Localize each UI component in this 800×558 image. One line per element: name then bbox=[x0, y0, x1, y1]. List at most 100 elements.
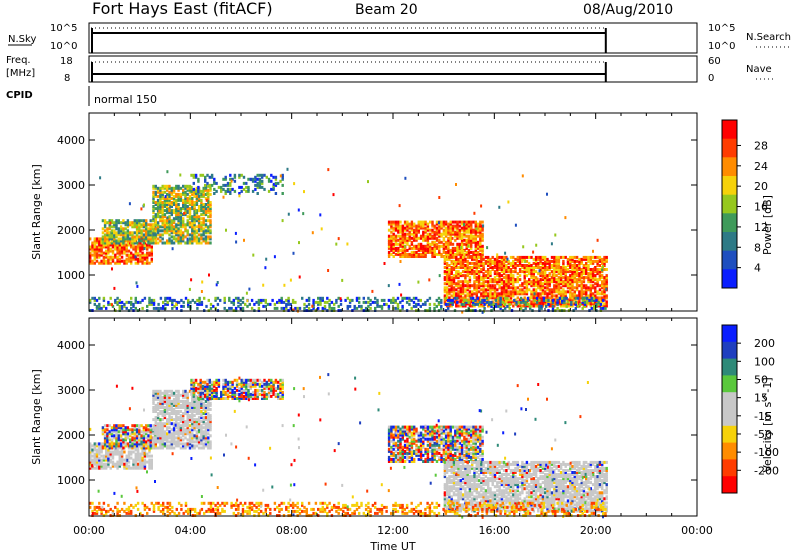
echo-cell bbox=[583, 256, 585, 259]
echo-cell bbox=[464, 258, 466, 261]
echo-cell bbox=[393, 255, 395, 258]
echo-cell bbox=[420, 305, 422, 308]
echo-cell bbox=[126, 254, 128, 257]
echo-cell bbox=[171, 390, 173, 393]
echo-cell bbox=[217, 297, 219, 300]
echo-cell bbox=[567, 276, 569, 279]
echo-cell bbox=[599, 264, 601, 267]
echo-cell bbox=[184, 436, 186, 439]
echo-cell bbox=[470, 251, 472, 254]
echo-cell bbox=[157, 242, 159, 245]
echo-cell bbox=[444, 256, 446, 259]
echo-cell bbox=[413, 301, 415, 304]
echo-cell bbox=[187, 438, 189, 441]
echo-cell bbox=[599, 296, 601, 299]
echo-cell bbox=[103, 256, 105, 259]
echo-cell bbox=[143, 233, 145, 236]
echo-cell bbox=[603, 302, 605, 305]
echo-cell bbox=[317, 301, 319, 304]
echo-cell bbox=[132, 303, 134, 306]
echo-cell bbox=[197, 186, 199, 189]
echo-cell bbox=[177, 410, 179, 413]
echo-cell bbox=[116, 461, 118, 464]
echo-cell bbox=[603, 256, 605, 259]
echo-cell bbox=[140, 207, 142, 210]
echo-cell bbox=[344, 299, 346, 302]
echo-cell bbox=[413, 245, 415, 248]
echo-cell bbox=[457, 280, 459, 283]
echo-cell bbox=[143, 242, 145, 245]
echo-cell bbox=[558, 276, 560, 279]
echo-cell bbox=[434, 231, 436, 234]
echo-cell bbox=[575, 307, 577, 310]
echo-cell bbox=[147, 424, 149, 427]
echo-cell bbox=[592, 260, 594, 263]
echo-cell bbox=[463, 239, 465, 242]
echo-cell bbox=[247, 178, 249, 181]
echo-cell bbox=[187, 392, 189, 395]
echo-cell bbox=[157, 303, 159, 306]
echo-cell bbox=[200, 233, 202, 236]
echo-cell bbox=[606, 268, 608, 271]
echo-cell bbox=[596, 278, 598, 281]
echo-cell bbox=[494, 276, 496, 279]
echo-cell bbox=[180, 410, 182, 413]
echo-cell bbox=[189, 402, 191, 405]
echo-cell bbox=[214, 297, 216, 300]
echo-cell bbox=[451, 294, 453, 297]
echo-cell bbox=[547, 303, 549, 306]
echo-cell bbox=[111, 426, 113, 429]
echo-cell bbox=[155, 390, 157, 393]
echo-cell bbox=[114, 463, 116, 466]
colorbar-tick-label: 24 bbox=[754, 160, 768, 173]
nsky-series bbox=[91, 28, 606, 53]
echo-cell bbox=[132, 459, 134, 462]
echo-cell bbox=[96, 305, 98, 308]
echo-cell bbox=[381, 305, 383, 308]
echo-cell bbox=[512, 260, 514, 263]
echo-cell bbox=[187, 185, 189, 188]
echo-cell bbox=[606, 294, 608, 297]
echo-cell bbox=[411, 299, 413, 302]
echo-cell bbox=[567, 268, 569, 271]
echo-cell bbox=[165, 195, 167, 198]
echo-cell bbox=[606, 300, 608, 303]
echo-cell bbox=[553, 294, 555, 297]
echo-cell bbox=[358, 305, 360, 308]
echo-cell bbox=[599, 284, 601, 287]
echo-cell bbox=[571, 256, 573, 259]
echo-cell bbox=[404, 297, 406, 300]
echo-cell bbox=[187, 215, 189, 218]
echo-cell bbox=[453, 274, 455, 277]
echo-cell bbox=[447, 223, 449, 226]
echo-cell bbox=[601, 268, 603, 271]
echo-cell bbox=[526, 256, 528, 259]
echo-cell bbox=[585, 276, 587, 279]
echo-cell bbox=[259, 174, 261, 177]
echo-cell bbox=[113, 434, 115, 437]
echo-cell bbox=[515, 224, 517, 227]
echo-cell bbox=[528, 256, 530, 259]
echo-cell bbox=[600, 307, 602, 310]
echo-cell bbox=[560, 290, 562, 293]
echo-cell bbox=[514, 258, 516, 261]
echo-cell bbox=[420, 253, 422, 256]
echo-cell bbox=[98, 237, 100, 240]
echo-cell bbox=[592, 256, 594, 259]
echo-cell bbox=[485, 256, 487, 259]
echo-cell bbox=[96, 246, 98, 249]
echo-cell bbox=[162, 422, 164, 425]
echo-cell bbox=[438, 297, 440, 300]
echo-cell bbox=[501, 274, 503, 277]
echo-cell bbox=[187, 299, 189, 302]
echo-cell bbox=[326, 297, 328, 300]
echo-cell bbox=[194, 301, 196, 304]
echo-cell bbox=[456, 301, 458, 304]
echo-cell bbox=[579, 303, 581, 306]
echo-cell bbox=[257, 182, 259, 185]
echo-cell bbox=[413, 223, 415, 226]
echo-cell bbox=[91, 455, 93, 458]
echo-cell bbox=[532, 251, 534, 254]
echo-cell bbox=[269, 303, 271, 306]
echo-cell bbox=[228, 307, 230, 310]
